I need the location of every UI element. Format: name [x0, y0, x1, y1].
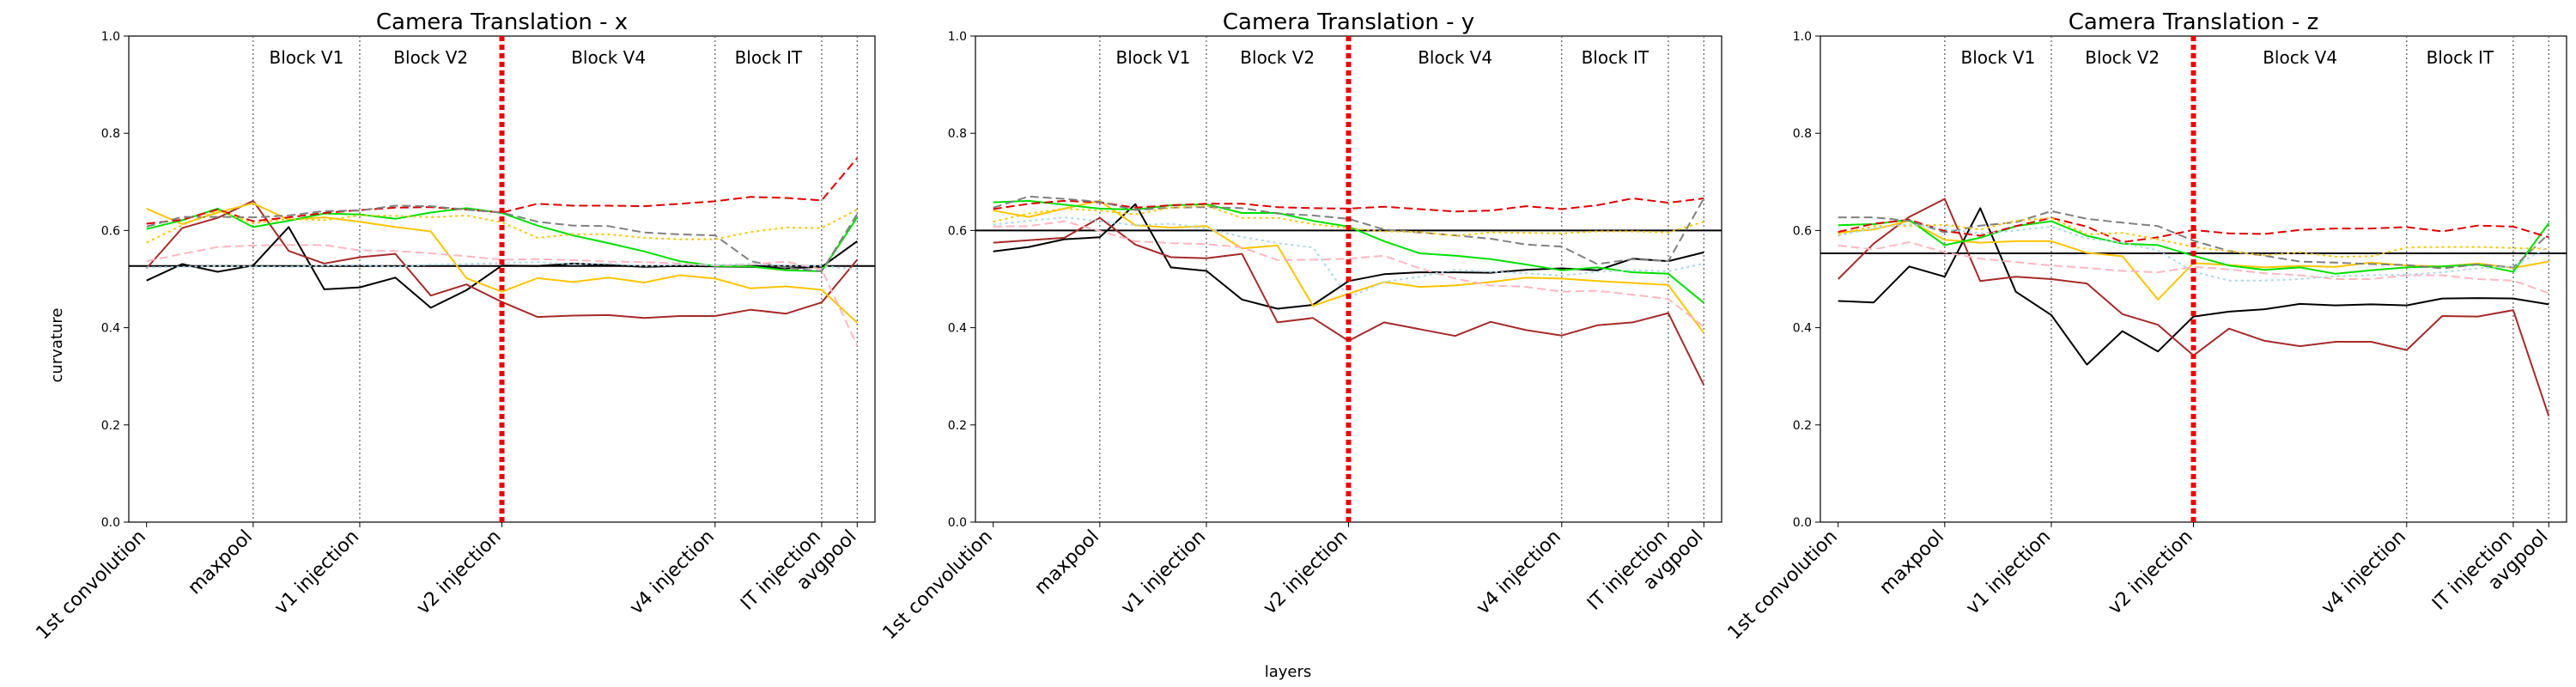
block-label: Block V4 — [571, 47, 646, 68]
block-label: Block V4 — [1418, 47, 1492, 68]
x-tick-label: 1st convolution — [1724, 526, 1842, 644]
block-label: Block IT — [1582, 47, 1649, 68]
y-tick-label: 0.6 — [948, 224, 967, 238]
x-tick-label: maxpool — [1030, 526, 1103, 599]
series-line-7 — [146, 209, 858, 244]
block-label: Block V2 — [2085, 47, 2160, 68]
block-label: Block V1 — [1115, 47, 1190, 68]
y-tick-label: 1.0 — [948, 30, 967, 44]
series-line-8 — [146, 244, 859, 346]
y-tick-label: 0.0 — [1793, 516, 1812, 530]
y-tick-label: 0.2 — [1793, 419, 1812, 433]
y-tick-label: 0.4 — [948, 322, 967, 336]
y-tick-label: 0.0 — [948, 516, 967, 530]
block-label: Block V4 — [2263, 47, 2337, 68]
x-tick-label: v1 injection — [270, 526, 363, 619]
block-label: Block V1 — [269, 47, 343, 68]
series-line-6 — [1838, 210, 2549, 270]
x-tick-label: v4 injection — [2318, 526, 2410, 619]
figure-ylabel: curvature — [48, 308, 66, 383]
y-tick-label: 0.6 — [101, 224, 120, 238]
y-tick-label: 0.8 — [1793, 127, 1812, 141]
block-label: Block IT — [2427, 47, 2494, 68]
x-tick-label: v2 injection — [413, 526, 506, 619]
x-tick-label: v1 injection — [1117, 526, 1210, 619]
y-tick-label: 0.2 — [948, 419, 967, 433]
y-tick-label: 1.0 — [1793, 30, 1812, 44]
x-tick-label: maxpool — [1875, 526, 1948, 599]
x-tick-label: v4 injection — [626, 526, 719, 619]
x-tick-label: maxpool — [184, 526, 257, 599]
block-label: Block V1 — [1960, 47, 2035, 68]
y-tick-label: 1.0 — [101, 30, 120, 44]
x-tick-label: v1 injection — [1962, 526, 2055, 619]
chart-panel-3: Camera Translation - z 0.0 0.2 0.4 0.6 0.8 1.0… — [1724, 9, 2567, 644]
y-tick-label: 0.2 — [101, 419, 120, 433]
chart-title: Camera Translation - z — [2069, 9, 2319, 35]
series-line-6 — [993, 195, 1705, 265]
chart-title: Camera Translation - x — [376, 9, 628, 35]
series-line-8 — [1838, 241, 2549, 295]
x-tick-label: v2 injection — [2105, 526, 2197, 619]
y-tick-label: 0.8 — [948, 127, 967, 141]
figure-xlabel: layers — [1265, 663, 1312, 681]
series-line-8 — [993, 220, 1704, 328]
y-tick-label: 0.6 — [1793, 224, 1812, 238]
x-tick-label: v2 injection — [1260, 526, 1352, 619]
x-tick-label: 1st convolution — [33, 526, 150, 644]
block-label: Block IT — [735, 47, 803, 68]
series-line-3 — [146, 202, 858, 324]
y-tick-label: 0.8 — [101, 127, 120, 141]
block-label: Block V2 — [393, 47, 468, 68]
series-line-9 — [993, 216, 1704, 299]
series-line-5 — [146, 157, 859, 225]
x-tick-label: 1st convolution — [879, 526, 997, 644]
series-line-6 — [146, 204, 859, 272]
y-tick-label: 0.4 — [1793, 322, 1812, 336]
y-tick-label: 0.0 — [101, 516, 120, 530]
chart-title: Camera Translation - y — [1223, 9, 1474, 35]
chart-panel-2: Camera Translation - y 0.0 0.2 0.4 0.6 0.8 1.0… — [879, 9, 1722, 644]
block-label: Block V2 — [1240, 47, 1315, 68]
x-tick-label: v4 injection — [1473, 526, 1565, 619]
y-tick-label: 0.4 — [101, 322, 120, 336]
chart-panel-1: Camera Translation - x 0.0 0.2 0.4 0.6 0.8 1.0… — [33, 9, 876, 644]
